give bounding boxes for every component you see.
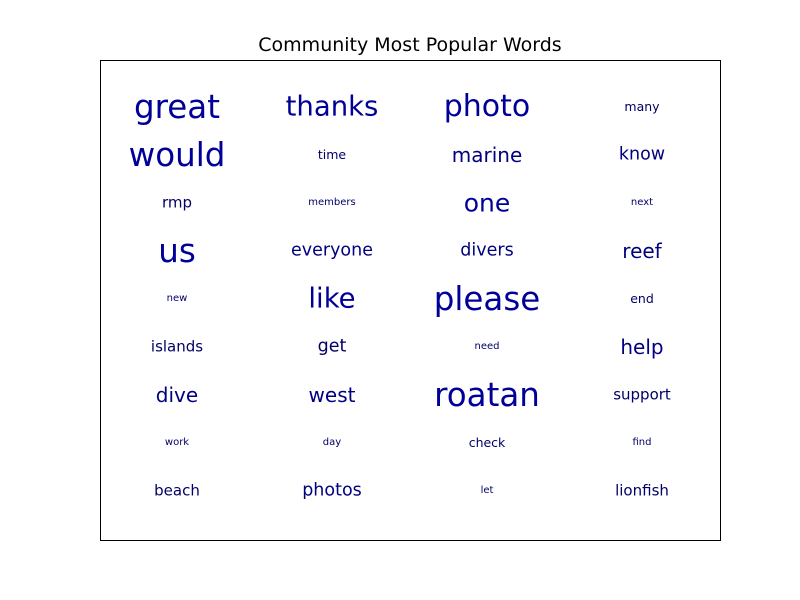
word-label: check — [468, 434, 506, 450]
word-label: day — [322, 437, 342, 448]
chart-title: Community Most Popular Words — [258, 34, 562, 56]
word-label: many — [624, 98, 660, 114]
word-label: like — [308, 282, 356, 315]
word-label: thanks — [285, 90, 379, 123]
word-label: support — [613, 385, 671, 404]
word-label: help — [620, 335, 664, 359]
word-label: reef — [622, 239, 662, 263]
word-label: work — [164, 437, 190, 448]
word-label: one — [463, 188, 511, 218]
word-label: members — [308, 197, 356, 208]
word-label: islands — [150, 337, 204, 356]
word-label: photo — [443, 89, 531, 124]
word-label: everyone — [290, 240, 374, 261]
word-label: divers — [460, 240, 514, 261]
plot-area — [100, 60, 721, 541]
word-label: find — [632, 437, 652, 448]
word-label: next — [630, 197, 654, 208]
word-label: rmp — [161, 193, 193, 212]
word-label: need — [474, 341, 500, 352]
word-label: get — [317, 336, 347, 357]
word-label: us — [158, 231, 196, 270]
word-label: dive — [155, 383, 199, 407]
word-label: please — [433, 279, 541, 318]
word-label: time — [317, 146, 347, 162]
word-label: would — [128, 135, 226, 174]
word-label: photos — [302, 480, 362, 501]
word-label: great — [134, 87, 220, 126]
word-label: let — [480, 485, 494, 496]
word-label: marine — [451, 143, 523, 167]
word-label: new — [166, 293, 188, 304]
word-label: beach — [154, 481, 200, 500]
word-label: know — [618, 144, 666, 165]
word-label: end — [630, 290, 654, 306]
word-label: roatan — [434, 375, 540, 414]
word-label: west — [308, 383, 356, 407]
word-label: lionfish — [615, 481, 669, 500]
